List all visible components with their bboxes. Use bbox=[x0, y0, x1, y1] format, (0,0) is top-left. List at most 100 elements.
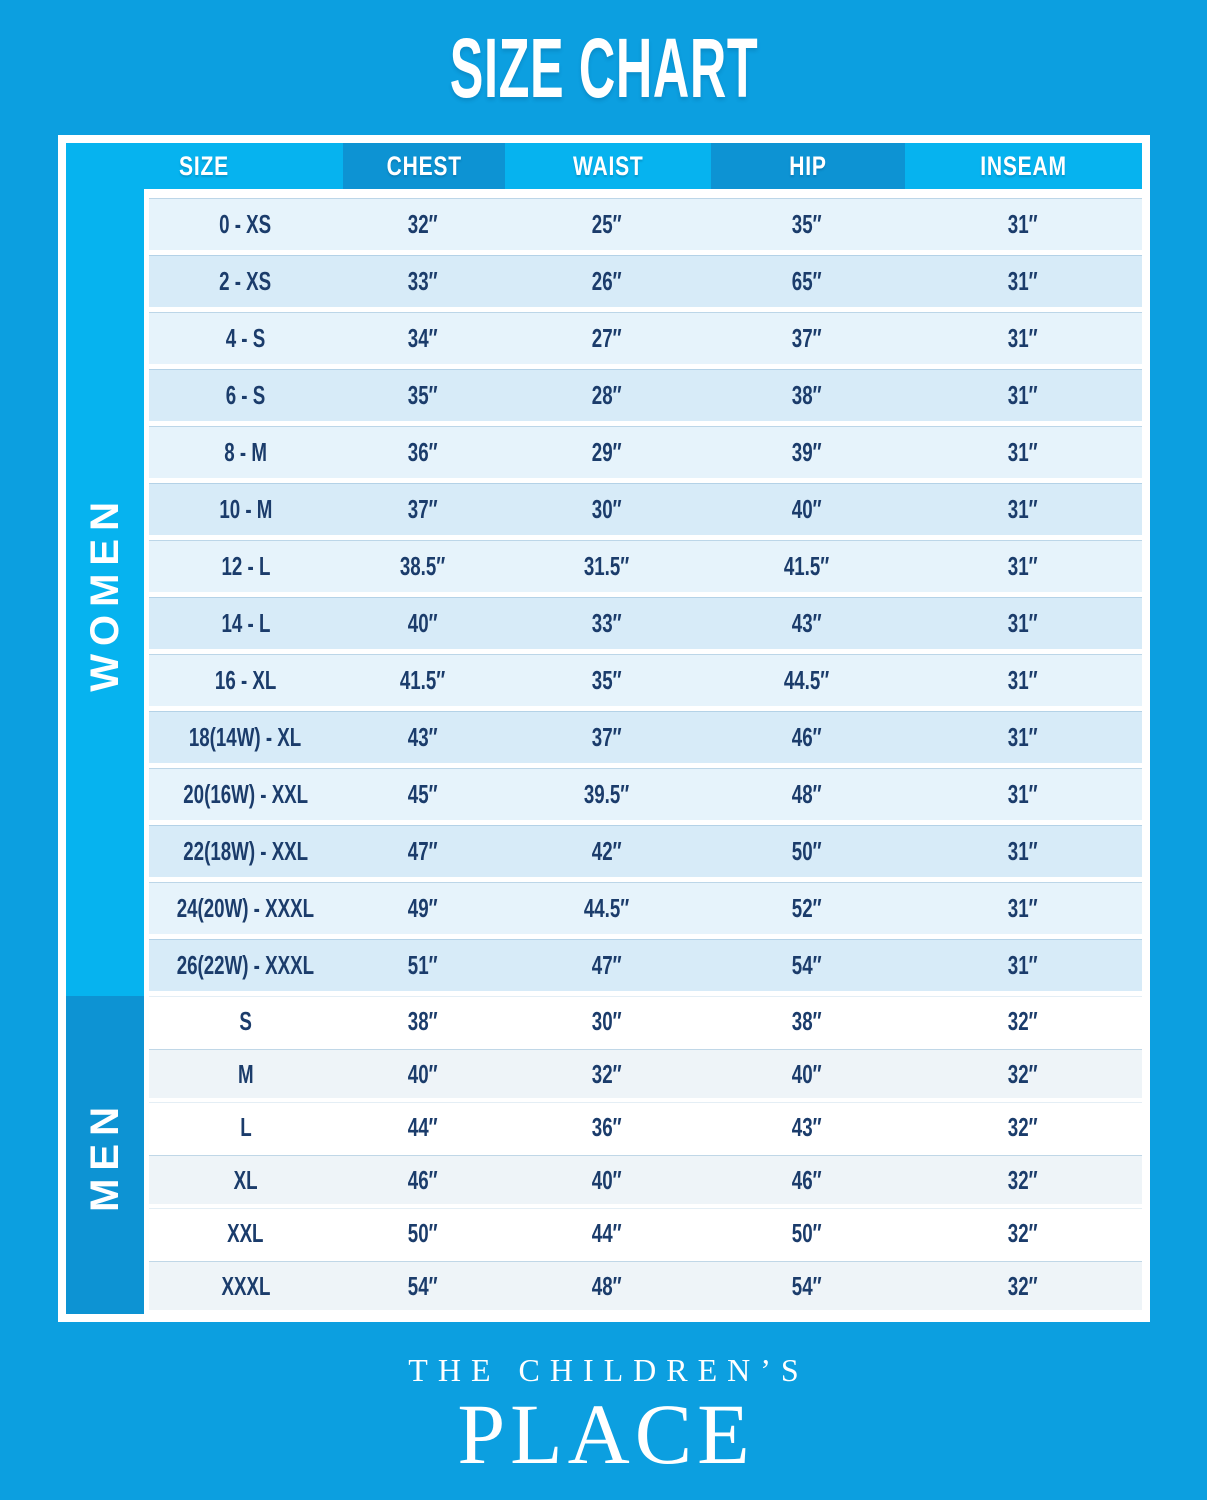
cell-size: 2 - XS bbox=[219, 266, 272, 296]
section-label-men: MEN bbox=[82, 1098, 127, 1212]
cell-hip: 43″ bbox=[792, 608, 822, 638]
table-row: 26(22W) - XXXL 51″ 47″ 54″ 31″ bbox=[149, 939, 1142, 991]
cell-hip: 44.5″ bbox=[784, 665, 830, 695]
cell-size: 8 - M bbox=[224, 437, 267, 467]
cell-chest: 54″ bbox=[408, 1270, 438, 1301]
cell-hip: 65″ bbox=[792, 266, 822, 296]
cell-inseam: 31″ bbox=[1008, 722, 1038, 752]
cell-chest: 38″ bbox=[408, 1005, 438, 1036]
cell-waist: 31.5″ bbox=[584, 551, 630, 581]
cell-inseam: 31″ bbox=[1008, 551, 1038, 581]
cell-hip: 39″ bbox=[792, 437, 822, 467]
cell-chest: 50″ bbox=[408, 1217, 438, 1248]
cell-size: L bbox=[239, 1111, 252, 1142]
cell-waist: 44.5″ bbox=[584, 893, 630, 923]
cell-inseam: 31″ bbox=[1008, 608, 1038, 638]
cell-chest: 43″ bbox=[408, 722, 438, 752]
section-strip-column: WOMEN MEN bbox=[66, 189, 144, 1314]
cell-waist: 25″ bbox=[592, 209, 622, 239]
cell-chest: 36″ bbox=[408, 437, 438, 467]
cell-hip: 46″ bbox=[792, 722, 822, 752]
cell-size: XL bbox=[233, 1164, 258, 1195]
section-strip-men: MEN bbox=[66, 996, 144, 1314]
cell-waist: 26″ bbox=[592, 266, 622, 296]
cell-hip: 54″ bbox=[792, 950, 822, 980]
column-header-size: SIZE bbox=[66, 143, 343, 189]
table-rows: 0 - XS 32″ 25″ 35″ 31″ 2 - XS 33″ 26″ 65… bbox=[144, 189, 1142, 1314]
cell-size: XXXL bbox=[221, 1270, 270, 1301]
table-row: 16 - XL 41.5″ 35″ 44.5″ 31″ bbox=[149, 654, 1142, 706]
cell-size: 26(22W) - XXXL bbox=[176, 950, 315, 980]
cell-inseam: 32″ bbox=[1008, 1217, 1038, 1248]
cell-hip: 46″ bbox=[792, 1164, 822, 1195]
cell-waist: 48″ bbox=[592, 1270, 622, 1301]
table-row: 20(16W) - XXL 45″ 39.5″ 48″ 31″ bbox=[149, 768, 1142, 820]
cell-size: XXL bbox=[227, 1217, 264, 1248]
cell-inseam: 31″ bbox=[1008, 209, 1038, 239]
cell-chest: 49″ bbox=[408, 893, 438, 923]
cell-hip: 48″ bbox=[792, 779, 822, 809]
cell-chest: 45″ bbox=[408, 779, 438, 809]
column-header-inseam: INSEAM bbox=[905, 143, 1142, 189]
table-row: 10 - M 37″ 30″ 40″ 31″ bbox=[149, 483, 1142, 535]
brand-name-top: THE CHILDREN’S bbox=[408, 1352, 809, 1388]
cell-hip: 37″ bbox=[792, 323, 822, 353]
cell-chest: 32″ bbox=[408, 209, 438, 239]
cell-size: 12 - L bbox=[221, 551, 270, 581]
cell-inseam: 32″ bbox=[1008, 1111, 1038, 1142]
cell-size: 0 - XS bbox=[219, 209, 272, 239]
column-header-waist: WAIST bbox=[505, 143, 711, 189]
cell-size: 10 - M bbox=[218, 494, 273, 524]
cell-waist: 40″ bbox=[592, 1164, 622, 1195]
brand-logo: THE CHILDREN’S PLACE bbox=[0, 1352, 1207, 1479]
cell-waist: 37″ bbox=[592, 722, 622, 752]
cell-hip: 52″ bbox=[792, 893, 822, 923]
cell-waist: 35″ bbox=[592, 665, 622, 695]
cell-size: 16 - XL bbox=[214, 665, 277, 695]
cell-inseam: 32″ bbox=[1008, 1164, 1038, 1195]
cell-size: S bbox=[239, 1005, 252, 1036]
cell-inseam: 31″ bbox=[1008, 836, 1038, 866]
table-row: 24(20W) - XXXL 49″ 44.5″ 52″ 31″ bbox=[149, 882, 1142, 934]
table-row: L 44″ 36″ 43″ 32″ bbox=[149, 1102, 1142, 1151]
cell-chest: 40″ bbox=[408, 608, 438, 638]
column-header-size-label: SIZE bbox=[179, 150, 230, 181]
column-header-chest-label: CHEST bbox=[386, 150, 462, 181]
table-row: 22(18W) - XXL 47″ 42″ 50″ 31″ bbox=[149, 825, 1142, 877]
cell-waist: 39.5″ bbox=[584, 779, 630, 809]
cell-chest: 47″ bbox=[408, 836, 438, 866]
cell-chest: 37″ bbox=[408, 494, 438, 524]
cell-waist: 28″ bbox=[592, 380, 622, 410]
column-header-hip: HIP bbox=[711, 143, 905, 189]
cell-inseam: 31″ bbox=[1008, 893, 1038, 923]
cell-size: 24(20W) - XXXL bbox=[176, 893, 315, 923]
cell-inseam: 31″ bbox=[1008, 494, 1038, 524]
column-header-waist-label: WAIST bbox=[572, 150, 644, 181]
cell-hip: 54″ bbox=[792, 1270, 822, 1301]
cell-inseam: 32″ bbox=[1008, 1005, 1038, 1036]
cell-size: 6 - S bbox=[225, 380, 266, 410]
cell-size: 22(18W) - XXL bbox=[183, 836, 308, 866]
cell-inseam: 31″ bbox=[1008, 665, 1038, 695]
column-header-inseam-label: INSEAM bbox=[980, 150, 1067, 181]
table-header: SIZE CHEST WAIST HIP INSEAM bbox=[66, 143, 1142, 189]
cell-chest: 44″ bbox=[408, 1111, 438, 1142]
size-table-frame: SIZE CHEST WAIST HIP INSEAM WOMEN MEN 0 … bbox=[58, 135, 1150, 1322]
table-row: 6 - S 35″ 28″ 38″ 31″ bbox=[149, 369, 1142, 421]
cell-hip: 41.5″ bbox=[784, 551, 830, 581]
cell-waist: 29″ bbox=[592, 437, 622, 467]
cell-chest: 38.5″ bbox=[400, 551, 446, 581]
column-header-hip-label: HIP bbox=[789, 150, 827, 181]
cell-chest: 35″ bbox=[408, 380, 438, 410]
cell-chest: 46″ bbox=[408, 1164, 438, 1195]
cell-chest: 33″ bbox=[408, 266, 438, 296]
cell-size: 18(14W) - XL bbox=[189, 722, 302, 752]
page-title: SIZE CHART bbox=[449, 21, 758, 115]
cell-inseam: 31″ bbox=[1008, 779, 1038, 809]
table-row: XL 46″ 40″ 46″ 32″ bbox=[149, 1155, 1142, 1204]
cell-hip: 40″ bbox=[792, 1058, 822, 1089]
cell-size: 20(16W) - XXL bbox=[183, 779, 308, 809]
cell-inseam: 31″ bbox=[1008, 437, 1038, 467]
table-row: 4 - S 34″ 27″ 37″ 31″ bbox=[149, 312, 1142, 364]
brand-name-main: PLACE bbox=[457, 1386, 755, 1482]
